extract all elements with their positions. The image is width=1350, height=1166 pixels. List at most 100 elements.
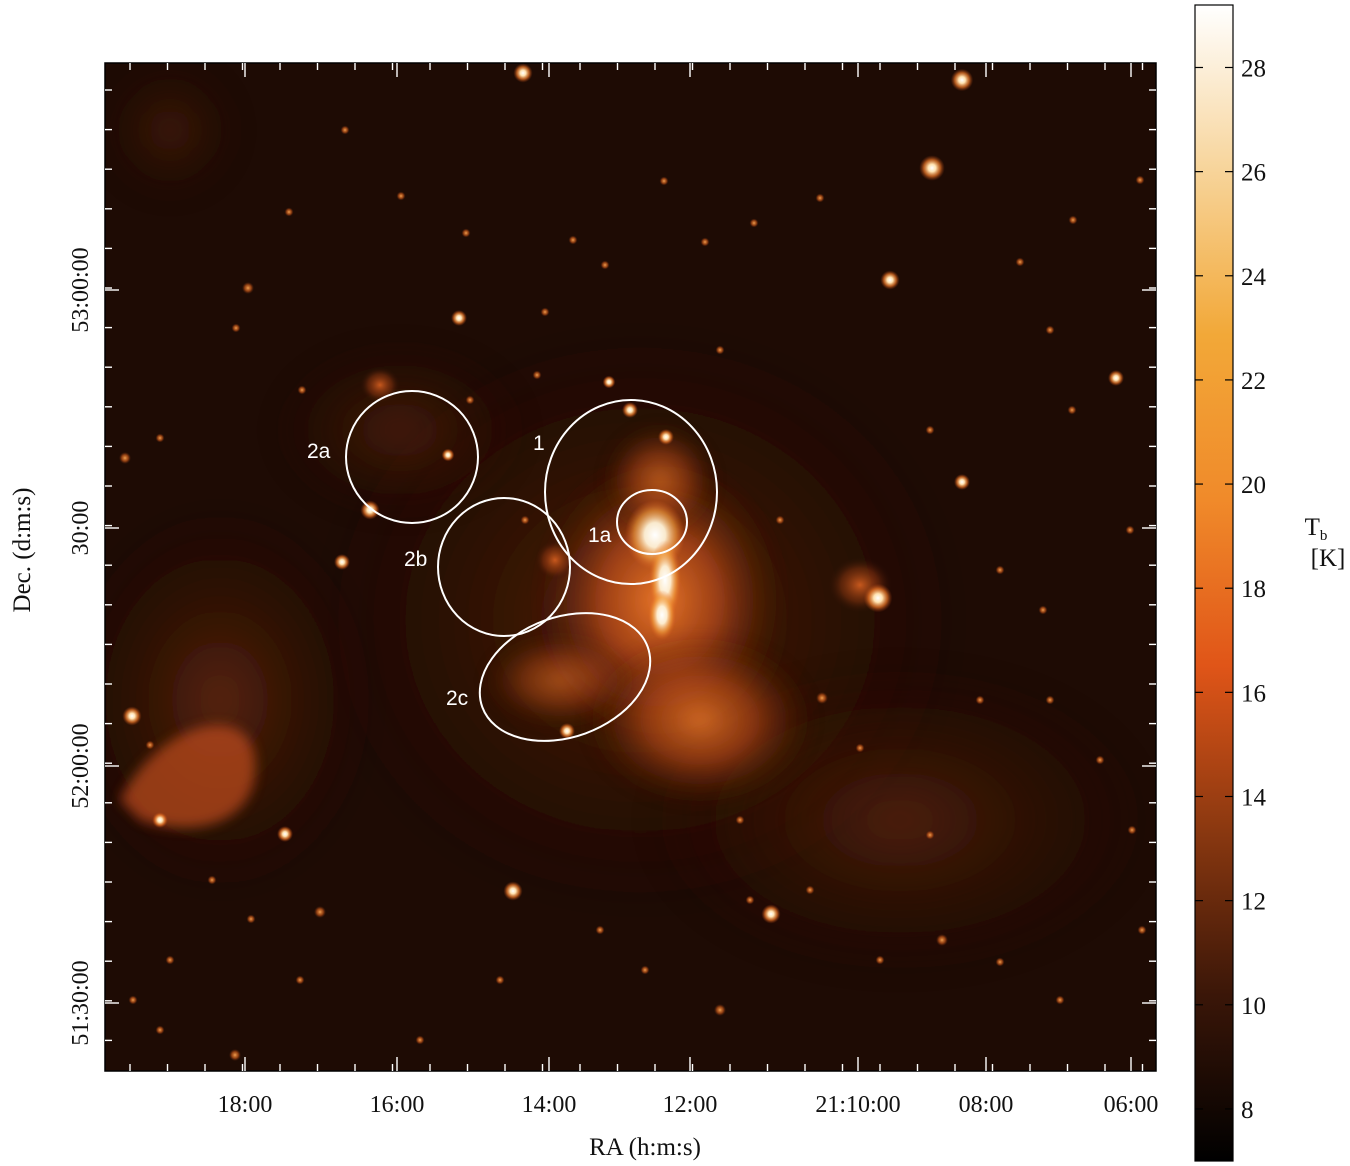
point-source [277, 826, 293, 842]
point-source [1045, 695, 1055, 705]
point-source [600, 260, 610, 270]
y-axis-tick-labels: 53:00:00 30:00 52:00:00 51:30:00 [68, 247, 94, 1045]
point-source [155, 1025, 165, 1035]
colorbar-tick-label: 10 [1241, 993, 1266, 1020]
x-tick-label: 08:00 [959, 1092, 1014, 1118]
region-ellipse-2c [478, 612, 652, 742]
point-source [334, 554, 350, 570]
point-source [415, 1035, 425, 1045]
point-source [715, 345, 725, 355]
point-source [568, 235, 578, 245]
point-source [925, 425, 935, 435]
region-ellipse-2b [437, 497, 571, 637]
point-source [461, 228, 471, 238]
x-tick-label: 16:00 [370, 1092, 425, 1118]
x-tick-label: 21:10:00 [815, 1092, 900, 1118]
point-source [950, 68, 974, 92]
point-source [855, 743, 865, 753]
point-source [1068, 215, 1078, 225]
region-label-2a: 2a [307, 440, 331, 463]
point-source [1055, 995, 1065, 1005]
y-tick-label: 53:00:00 [68, 247, 94, 332]
y-tick-label: 52:00:00 [68, 723, 94, 808]
colorbar-tick-label: 20 [1241, 472, 1266, 499]
axis-ticks [105, 63, 1156, 1071]
point-source [465, 395, 475, 405]
point-source [815, 193, 825, 203]
colorbar-tick-label: 16 [1241, 680, 1266, 707]
point-source [559, 723, 575, 739]
region-ellipse-1 [544, 399, 718, 585]
x-axis-tick-labels: 18:00 16:00 14:00 12:00 21:10:00 08:00 0… [218, 1092, 1159, 1118]
point-source [749, 218, 759, 228]
colorbar-tick-label: 8 [1241, 1097, 1254, 1124]
point-source [165, 955, 175, 965]
point-source [602, 375, 616, 389]
point-source [207, 875, 217, 885]
point-source [880, 270, 900, 290]
point-source [229, 1049, 241, 1061]
point-source [761, 904, 781, 924]
region-overlays [345, 390, 718, 742]
point-source [1095, 755, 1105, 765]
point-source [396, 191, 406, 201]
point-source [1137, 925, 1147, 935]
colorbar-label-t: Tb [1305, 514, 1328, 544]
point-source [1038, 605, 1048, 615]
x-tick-label: 18:00 [218, 1092, 273, 1118]
point-source [1135, 175, 1145, 185]
region-label-2b: 2b [404, 548, 427, 571]
y-tick-label: 51:30:00 [68, 960, 94, 1045]
point-source [1125, 525, 1135, 535]
point-source [936, 934, 948, 946]
point-source [152, 812, 168, 828]
point-source [503, 881, 523, 901]
colorbar: 28 26 24 22 20 18 16 14 12 10 8 Tb [K] [1194, 4, 1345, 1162]
plot-frame [104, 62, 1157, 1072]
point-source [532, 370, 542, 380]
x-axis-title: RA (h:m:s) [589, 1134, 701, 1161]
point-source [155, 433, 165, 443]
point-source [700, 237, 710, 247]
point-source [659, 176, 669, 186]
point-source [640, 965, 650, 975]
point-source [1067, 405, 1077, 415]
point-source [863, 583, 893, 613]
colorbar-gradient [1194, 4, 1234, 1162]
region-label-1a: 1a [588, 524, 612, 547]
point-source [231, 323, 241, 333]
point-source [119, 452, 131, 464]
point-source [975, 695, 985, 705]
point-source [513, 63, 533, 83]
point-source [314, 906, 326, 918]
point-source [128, 995, 138, 1005]
region-ellipse-1a [616, 489, 688, 555]
x-tick-label: 06:00 [1104, 1092, 1159, 1118]
point-source [925, 830, 935, 840]
point-source [735, 815, 745, 825]
point-source [520, 515, 530, 525]
point-source [246, 914, 256, 924]
point-source [919, 155, 945, 181]
point-source [875, 955, 885, 965]
point-source [622, 402, 638, 418]
nebula-image [105, 63, 1156, 1071]
point-source [451, 310, 467, 326]
y-axis-title: Dec. (d:m:s) [9, 488, 36, 613]
point-source [340, 125, 350, 135]
point-source [995, 565, 1005, 575]
point-source [805, 885, 815, 895]
region-label-1: 1 [533, 432, 545, 455]
colorbar-tick-label: 12 [1241, 889, 1266, 916]
x-tick-label: 12:00 [663, 1092, 718, 1118]
y-tick-label: 30:00 [68, 501, 94, 556]
point-source [441, 448, 455, 462]
point-source [775, 515, 785, 525]
point-source [297, 385, 307, 395]
point-source [540, 307, 550, 317]
point-source [658, 429, 674, 445]
point-source [714, 1004, 726, 1016]
colorbar-tick-label: 14 [1241, 784, 1267, 811]
colorbar-tick-label: 26 [1241, 160, 1266, 187]
